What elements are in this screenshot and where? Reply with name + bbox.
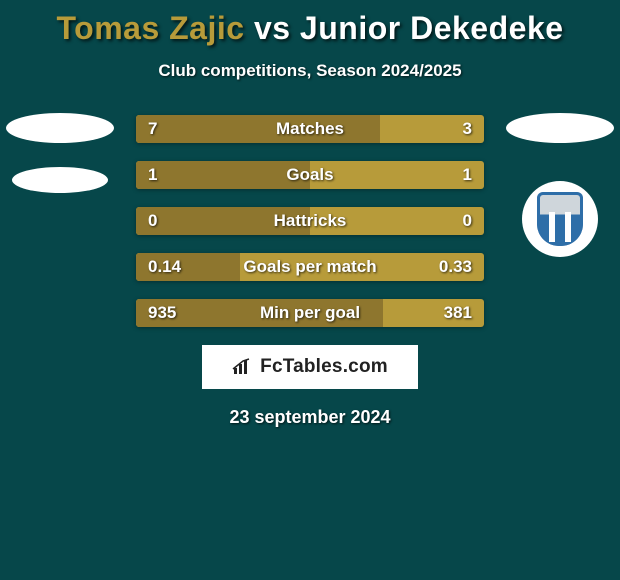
comparison-card: Tomas Zajic vs Junior Dekedeke Club comp… bbox=[0, 0, 620, 450]
comparison-area: 73Matches 11Goals 00Hattricks 0.140.33Goals… bbox=[0, 115, 620, 327]
title-vs: vs bbox=[254, 10, 300, 46]
stat-row: 935381Min per goal bbox=[136, 299, 484, 327]
stat-row: 0.140.33Goals per match bbox=[136, 253, 484, 281]
date-line: 23 september 2024 bbox=[0, 407, 620, 428]
right-club-column bbox=[500, 115, 620, 257]
brand-footer[interactable]: FcTables.com bbox=[202, 345, 418, 389]
shield-icon bbox=[537, 192, 583, 246]
subtitle: Club competitions, Season 2024/2025 bbox=[0, 61, 620, 81]
stat-bars: 73Matches 11Goals 00Hattricks 0.140.33Goals… bbox=[136, 115, 484, 327]
brand-text: FcTables.com bbox=[260, 356, 388, 378]
right-club-logo-placeholder bbox=[506, 113, 614, 143]
left-player-logo-placeholder bbox=[12, 167, 108, 193]
stat-label: Goals bbox=[136, 161, 484, 189]
title-left: Tomas Zajic bbox=[56, 10, 244, 46]
title-right: Junior Dekedeke bbox=[300, 10, 564, 46]
left-club-logo-placeholder bbox=[6, 113, 114, 143]
stat-row: 73Matches bbox=[136, 115, 484, 143]
stat-label: Hattricks bbox=[136, 207, 484, 235]
stat-label: Matches bbox=[136, 115, 484, 143]
bar-chart-icon bbox=[232, 358, 254, 376]
page-title: Tomas Zajic vs Junior Dekedeke bbox=[0, 10, 620, 47]
stat-label: Goals per match bbox=[136, 253, 484, 281]
left-club-column bbox=[0, 115, 120, 193]
stat-row: 00Hattricks bbox=[136, 207, 484, 235]
stat-label: Min per goal bbox=[136, 299, 484, 327]
stat-row: 11Goals bbox=[136, 161, 484, 189]
right-club-badge bbox=[522, 181, 598, 257]
